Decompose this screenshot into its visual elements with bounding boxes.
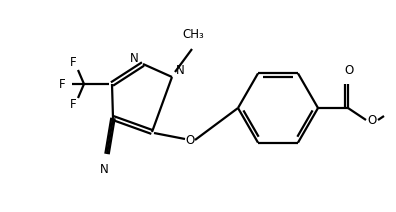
Text: CH₃: CH₃ — [182, 28, 204, 41]
Text: N: N — [100, 163, 109, 176]
Text: F: F — [70, 57, 76, 70]
Text: O: O — [367, 114, 377, 127]
Text: O: O — [345, 64, 354, 77]
Text: N: N — [176, 64, 185, 78]
Text: N: N — [130, 53, 139, 66]
Text: F: F — [70, 99, 76, 112]
Text: F: F — [59, 78, 65, 91]
Text: O: O — [185, 134, 194, 146]
